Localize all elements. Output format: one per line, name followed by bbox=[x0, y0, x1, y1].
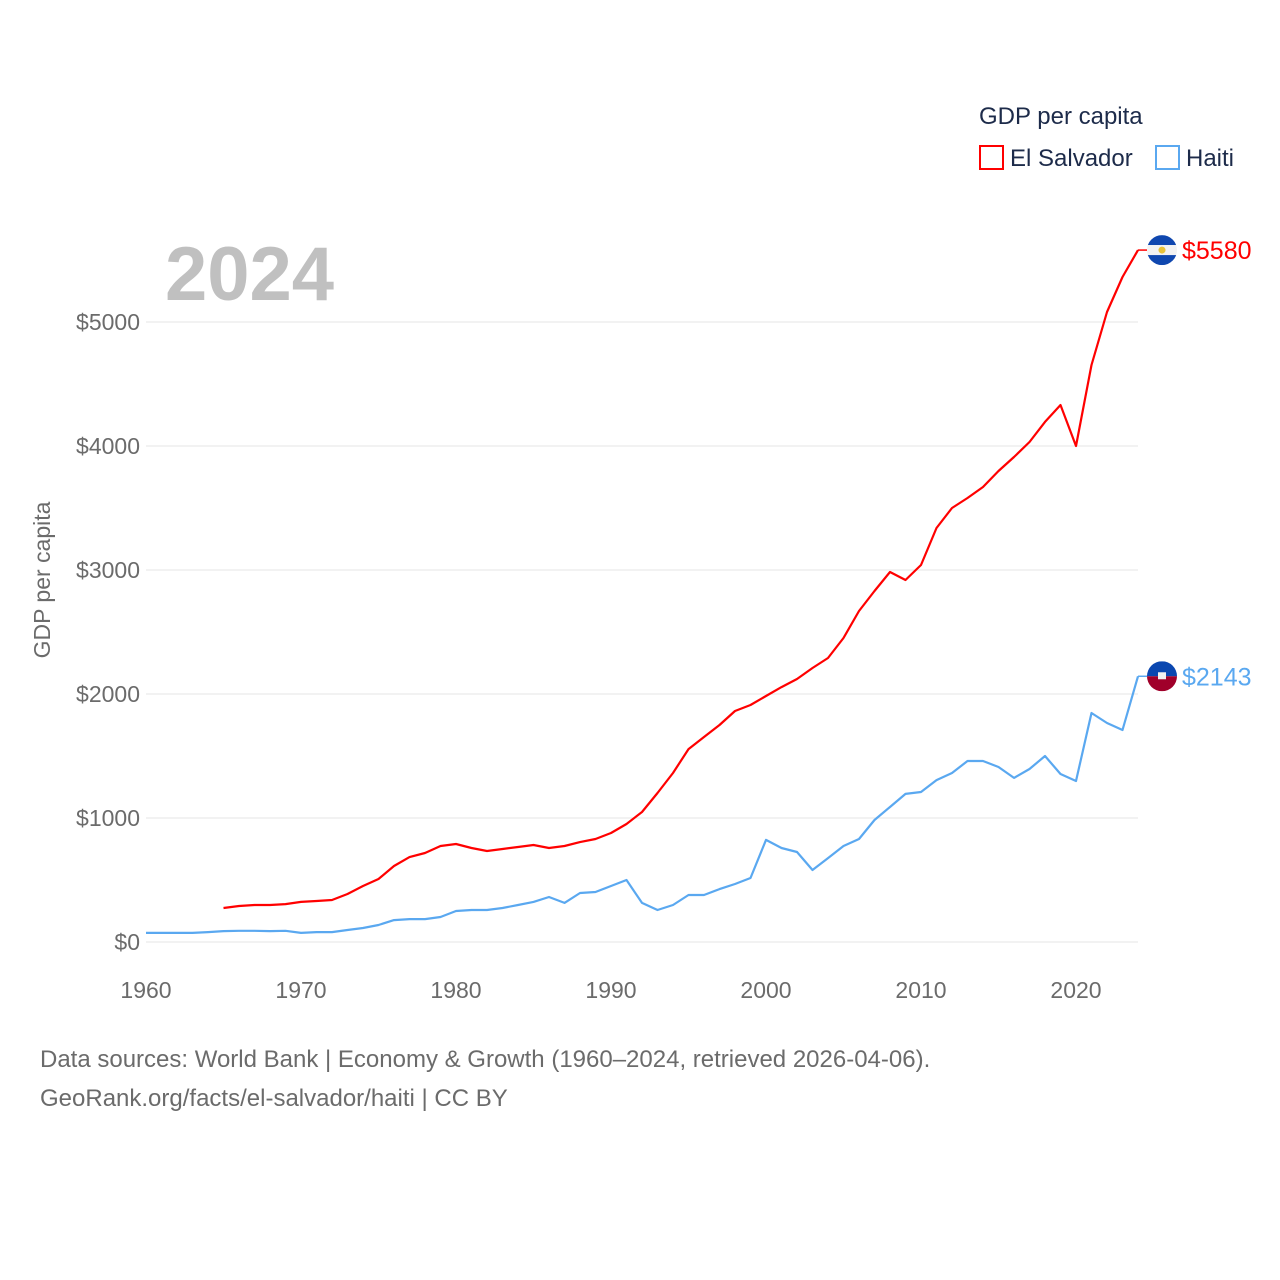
end-value-label: $5580 bbox=[1182, 237, 1252, 265]
series-line-el-salvador bbox=[223, 249, 1139, 910]
x-tick-label: 2020 bbox=[1050, 977, 1101, 1003]
data-source-text: Data sources: World Bank | Economy & Gro… bbox=[40, 1046, 931, 1073]
x-tick-label: 1980 bbox=[430, 977, 481, 1003]
legend-swatch-haiti bbox=[1155, 145, 1180, 170]
legend: GDP per capita El Salvador Haiti bbox=[979, 103, 1234, 172]
legend-title: GDP per capita bbox=[979, 103, 1143, 130]
x-tick-label: 2000 bbox=[740, 977, 791, 1003]
year-watermark: 2024 bbox=[165, 232, 334, 317]
x-tick-label: 1990 bbox=[585, 977, 636, 1003]
y-tick-label: $4000 bbox=[76, 433, 140, 459]
legend-swatch-el-salvador bbox=[979, 145, 1004, 170]
y-tick-label: $2000 bbox=[76, 681, 140, 707]
legend-label-haiti: Haiti bbox=[1186, 145, 1234, 172]
series-line-haiti bbox=[146, 675, 1140, 935]
x-tick-label: 2010 bbox=[895, 977, 946, 1003]
legend-label-el-salvador: El Salvador bbox=[1010, 145, 1133, 172]
y-tick-label: $0 bbox=[114, 929, 140, 955]
haiti-flag-icon bbox=[1147, 661, 1177, 692]
x-tick-label: 1960 bbox=[120, 977, 171, 1003]
x-tick-label: 1970 bbox=[275, 977, 326, 1003]
el-salvador-flag-icon bbox=[1147, 235, 1177, 266]
y-tick-label: $5000 bbox=[76, 309, 140, 335]
y-tick-label: $1000 bbox=[76, 805, 140, 831]
end-value-label: $2143 bbox=[1182, 663, 1252, 691]
y-tick-label: $3000 bbox=[76, 557, 140, 583]
y-axis-label: GDP per capita bbox=[29, 501, 55, 658]
attribution-link[interactable]: GeoRank.org/facts/el-salvador/haiti | CC… bbox=[40, 1085, 508, 1112]
